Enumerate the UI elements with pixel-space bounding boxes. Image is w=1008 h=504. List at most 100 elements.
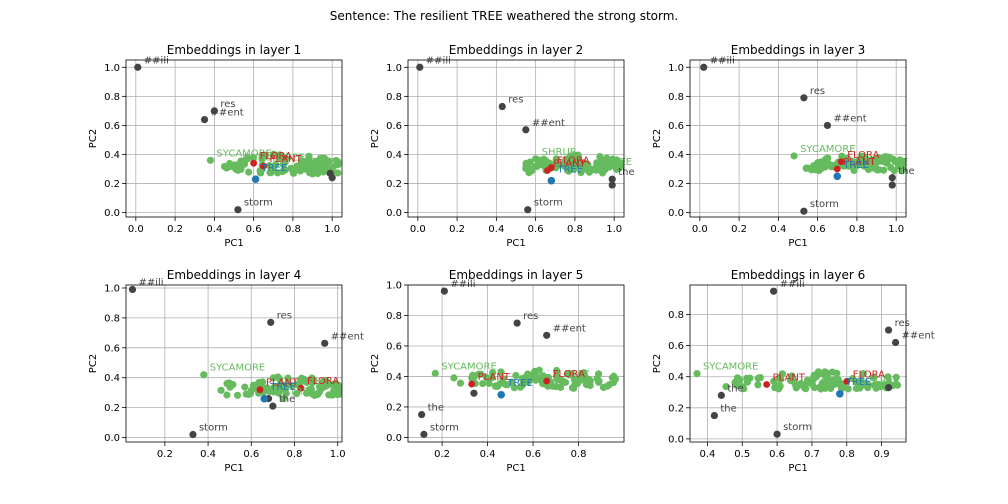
synonym-point bbox=[808, 381, 817, 389]
point-label: storm bbox=[430, 422, 459, 433]
y-tick-label: 1.0 bbox=[386, 281, 402, 292]
figure-title: Sentence: The resilient TREE weathered t… bbox=[330, 9, 679, 23]
synonym-point bbox=[281, 158, 289, 166]
synonym-point bbox=[532, 155, 540, 163]
x-tick-label: 0.6 bbox=[525, 449, 541, 460]
y-tick-label: 0.6 bbox=[386, 121, 402, 132]
point-label: storm bbox=[783, 422, 812, 433]
token-point bbox=[888, 181, 896, 189]
synonym-point bbox=[809, 162, 818, 170]
point-label: TREE bbox=[269, 382, 296, 393]
y-tick-label: 0.2 bbox=[668, 403, 684, 414]
synonym-point bbox=[499, 375, 507, 383]
synonym-point bbox=[875, 381, 883, 389]
x-tick-label: 0.4 bbox=[699, 449, 715, 460]
y-tick-label: 0.6 bbox=[386, 341, 402, 352]
synonym-point bbox=[319, 168, 328, 176]
grid bbox=[126, 285, 342, 442]
x-tick-label: 0.2 bbox=[167, 224, 183, 235]
synonym-point bbox=[890, 167, 898, 175]
synonym-point bbox=[200, 371, 208, 379]
plot-area bbox=[416, 63, 624, 214]
y-tick-label: 1.0 bbox=[104, 63, 120, 74]
point-label: ##ent bbox=[553, 323, 586, 334]
highlight-point bbox=[256, 386, 264, 394]
synonym-point bbox=[450, 374, 458, 382]
y-tick-label: 0.0 bbox=[386, 433, 402, 444]
y-tick-label: 0.0 bbox=[668, 434, 684, 445]
synonym-point bbox=[334, 169, 342, 177]
x-tick-label: 0.2 bbox=[731, 224, 747, 235]
synonym-point bbox=[803, 376, 812, 384]
point-label: TREE bbox=[506, 378, 533, 389]
y-tick-label: 0.6 bbox=[668, 341, 684, 352]
point-label: storm bbox=[534, 198, 563, 209]
x-tick-label: 0.7 bbox=[804, 449, 820, 460]
x-tick-label: 0.6 bbox=[246, 224, 262, 235]
y-tick-label: 0.0 bbox=[104, 208, 120, 219]
x-tick-label: 0.8 bbox=[571, 449, 587, 460]
synonym-point bbox=[754, 381, 762, 389]
synonym-point bbox=[848, 374, 857, 383]
synonym-point bbox=[321, 154, 329, 163]
x-tick-label: 0.0 bbox=[410, 224, 426, 235]
synonym-point bbox=[575, 161, 583, 169]
synonym-point bbox=[596, 165, 605, 173]
synonym-point bbox=[314, 390, 322, 399]
y-tick-label: 0.2 bbox=[104, 179, 120, 190]
token-point bbox=[420, 430, 428, 438]
synonym-point bbox=[844, 385, 852, 393]
synonym-point bbox=[226, 383, 234, 391]
grid bbox=[690, 60, 906, 217]
synonym-point bbox=[802, 385, 810, 393]
synonym-point bbox=[838, 152, 846, 160]
synonym-point bbox=[497, 368, 505, 376]
y-tick-label: 0.8 bbox=[668, 310, 684, 321]
synonym-point bbox=[788, 372, 796, 380]
highlight-point bbox=[833, 165, 841, 173]
synonym-point bbox=[605, 380, 614, 389]
x-tick-label: 0.6 bbox=[243, 449, 259, 460]
synonym-point bbox=[573, 379, 581, 387]
point-label: the bbox=[720, 404, 736, 415]
synonym-point bbox=[246, 389, 255, 398]
synonym-point bbox=[810, 371, 818, 379]
synonym-point bbox=[864, 383, 872, 392]
token-point bbox=[321, 339, 329, 347]
point-label: ##ili bbox=[710, 55, 735, 66]
y-tick-label: 0.8 bbox=[386, 92, 402, 103]
token-point bbox=[234, 206, 242, 214]
point-label: ##ili bbox=[426, 55, 451, 66]
synonym-point bbox=[756, 373, 764, 382]
highlight-point bbox=[260, 162, 267, 170]
synonym-point bbox=[301, 165, 309, 173]
point-labels: SHRUBTREEFLORAPLANT##ilires##entstormthe… bbox=[426, 55, 635, 208]
synonym-point bbox=[869, 374, 877, 382]
y-tick-label: 0.4 bbox=[104, 373, 120, 384]
token-point bbox=[710, 411, 718, 420]
synonym-point bbox=[580, 371, 589, 380]
synonym-point bbox=[287, 164, 295, 173]
x-tick-label: 0.6 bbox=[528, 224, 544, 235]
point-label: the bbox=[618, 167, 634, 178]
y-tick-label: 0.0 bbox=[104, 433, 120, 444]
point-label: TREE bbox=[873, 376, 900, 387]
synonym-point bbox=[548, 382, 556, 390]
point-label: SHRUBTREE bbox=[244, 153, 305, 164]
point-label: FLORA bbox=[853, 369, 885, 380]
synonym-point bbox=[220, 162, 229, 171]
synonym-point bbox=[249, 381, 258, 389]
ticks: 0.0 0.2 0.4 0.6 0.8 1.0 0.0 0.2 0.4 0.6 0.8 1.0 bbox=[104, 63, 340, 235]
point-label: PLANT bbox=[266, 378, 299, 389]
token-point bbox=[888, 174, 896, 182]
y-tick-label: 0.6 bbox=[668, 121, 684, 132]
point-label: storm bbox=[244, 198, 273, 209]
point-label: SYCAMORE bbox=[800, 144, 856, 155]
synonym-point bbox=[245, 168, 253, 176]
axes-frame bbox=[407, 59, 625, 218]
target-point bbox=[547, 176, 556, 185]
ticks: 0.2 0.4 0.6 0.8 0.0 0.2 0.4 0.6 0.8 1.0 bbox=[386, 281, 586, 461]
synonym-point bbox=[846, 160, 854, 169]
